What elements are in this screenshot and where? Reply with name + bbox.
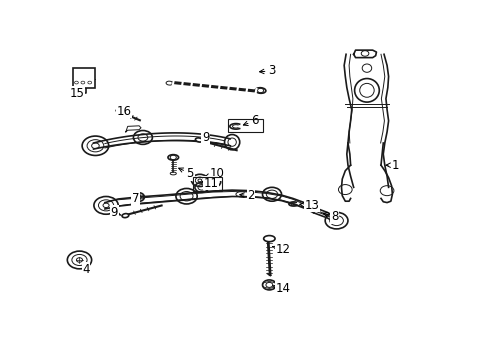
Text: 11: 11 — [203, 177, 219, 190]
Text: 16: 16 — [116, 105, 131, 118]
Text: 12: 12 — [272, 243, 291, 256]
Text: 5: 5 — [179, 167, 194, 180]
Text: 6: 6 — [244, 114, 259, 127]
Text: 2: 2 — [240, 189, 255, 202]
Ellipse shape — [264, 235, 275, 242]
Text: 8: 8 — [323, 210, 338, 223]
Text: 15: 15 — [70, 87, 85, 100]
Ellipse shape — [168, 155, 178, 160]
Ellipse shape — [196, 138, 203, 142]
Text: 10: 10 — [205, 167, 224, 180]
Text: 13: 13 — [300, 199, 319, 212]
Ellipse shape — [122, 213, 129, 218]
Text: 14: 14 — [272, 282, 291, 295]
Text: 9: 9 — [111, 206, 121, 219]
Ellipse shape — [255, 88, 266, 93]
Text: 4: 4 — [82, 262, 90, 276]
Text: 3: 3 — [260, 64, 275, 77]
FancyBboxPatch shape — [73, 68, 96, 87]
Text: 9: 9 — [202, 131, 209, 144]
Text: 7: 7 — [131, 192, 139, 205]
Text: 1: 1 — [386, 159, 399, 172]
